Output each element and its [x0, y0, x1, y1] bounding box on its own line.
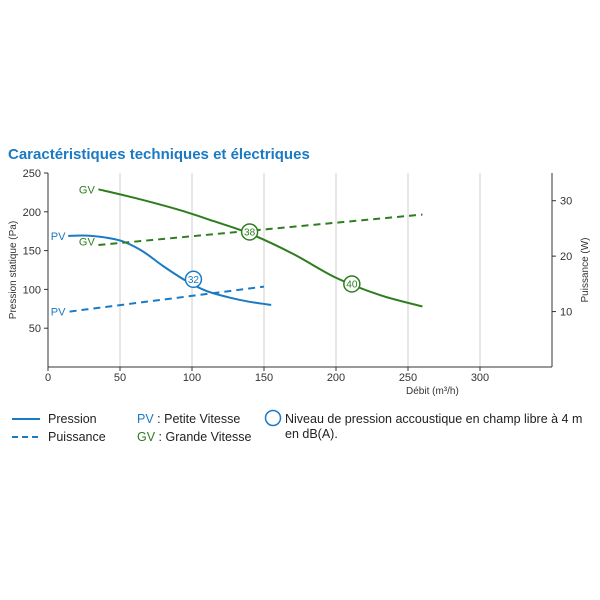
- legend-circle-line2: en dB(A).: [285, 427, 338, 441]
- series-label: PV: [51, 231, 66, 243]
- annotation-circle: [343, 275, 361, 293]
- series-labels: GV GV PV PV: [51, 184, 96, 318]
- series-line-pv-puissance: [69, 285, 265, 313]
- series-group: [68, 188, 423, 313]
- legend-pv: PV : Petite Vitesse: [137, 412, 240, 426]
- x-tick-label: 50: [114, 372, 126, 384]
- legend-gv: GV : Grande Vitesse: [137, 430, 251, 444]
- legend-circle-icon: [264, 409, 282, 427]
- annotation-label: 32: [188, 275, 200, 286]
- y2-tick-label: 30: [560, 196, 572, 208]
- series-line-gv-pression: [98, 188, 423, 308]
- legend-puissance-label: Puissance: [48, 430, 106, 444]
- y-tick-label: 250: [23, 168, 41, 180]
- x-tick-label: 0: [45, 372, 51, 384]
- y2-tick-label: 10: [560, 307, 572, 319]
- legend-pv-code: PV: [137, 412, 154, 426]
- y2-axis-label: Puissance (W): [580, 237, 591, 302]
- y-tick-label: 100: [23, 284, 41, 296]
- legend-pression-label: Pression: [48, 412, 97, 426]
- y2-tick-label: 20: [560, 251, 572, 263]
- y-tick-label: 200: [23, 207, 41, 219]
- x-tick-label: 200: [327, 372, 345, 384]
- annotation-circle: [240, 223, 259, 241]
- annotations: 32 38 40: [184, 223, 361, 293]
- x-tick-label: 250: [399, 372, 417, 384]
- axes: [47, 173, 553, 368]
- y-tick-label: 150: [23, 246, 41, 258]
- annotation-circle: [184, 270, 203, 289]
- legend-gv-text: : Grande Vitesse: [155, 430, 251, 444]
- page-title: Caractéristiques techniques et électriqu…: [8, 146, 310, 163]
- annotation-label: 38: [244, 227, 256, 238]
- y-axis-label: Pression statique (Pa): [8, 221, 19, 319]
- legend: Pression Puissance PV : Petite Vitesse G…: [12, 409, 582, 444]
- x-tick-label: 100: [183, 372, 201, 384]
- x-tick-label: 150: [255, 372, 273, 384]
- y-tick-label: 50: [29, 323, 41, 335]
- series-line-pv-pression: [68, 234, 272, 306]
- legend-pv-text: : Petite Vitesse: [154, 412, 241, 426]
- series-label: GV: [79, 237, 96, 249]
- ticks: 0 50 100 150 200 250 300 50 100 150 200 250 10 20 30: [23, 168, 573, 384]
- legend-gv-code: GV: [137, 430, 156, 444]
- grid: [119, 173, 481, 367]
- series-label: PV: [51, 307, 66, 319]
- x-tick-label: 300: [471, 372, 489, 384]
- annotation-label: 40: [346, 279, 358, 290]
- x-axis-label: Débit (m³/h): [406, 386, 459, 397]
- series-label: GV: [79, 184, 96, 196]
- series-line-gv-puissance: [98, 213, 423, 247]
- legend-circle-line1: Niveau de pression accoustique en champ …: [285, 412, 582, 426]
